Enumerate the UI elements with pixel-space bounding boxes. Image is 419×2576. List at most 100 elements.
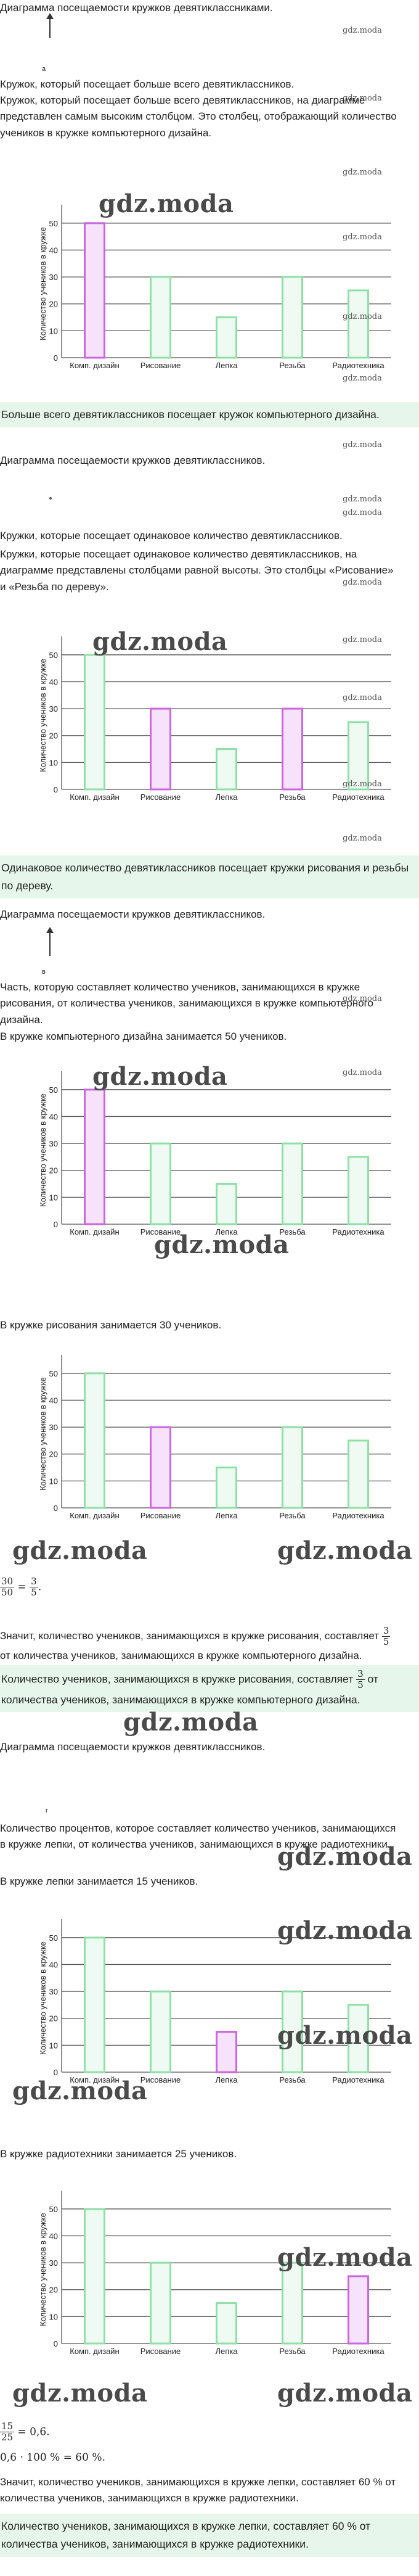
x-tick-label: Рисование (140, 1227, 181, 1237)
y-tick-label: 40 (49, 677, 58, 686)
y-tick-label: 10 (49, 1476, 58, 1486)
bar (84, 1372, 105, 1509)
axis-arrow-icon (46, 927, 54, 956)
x-tick-label: Лепка (215, 2075, 238, 2084)
y-tick-label: 0 (54, 353, 58, 363)
y-tick-label: 0 (54, 785, 58, 794)
watermark: gdz.moda (277, 1842, 413, 1871)
x-tick-label: Комп. дизайн (70, 2075, 119, 2084)
bar-chart: Количество учеников в кружке 0 10 20 30 40 50 К… (38, 2191, 391, 2356)
y-tick-label: 10 (49, 326, 58, 335)
bar (282, 2261, 303, 2345)
watermark: gdz.moda (343, 1068, 382, 1077)
x-tick-label: Резьба (279, 361, 306, 370)
y-tick-label: 50 (49, 1369, 58, 1378)
bar (150, 1142, 171, 1225)
bar (216, 316, 237, 359)
x-tick-label: Радиотехника (332, 1511, 384, 1520)
x-tick-label: Рисование (140, 2075, 181, 2084)
x-tick-label: Рисование (140, 792, 181, 802)
y-tick-label: 20 (49, 1450, 58, 1459)
y-tick-label: 0 (54, 2339, 58, 2348)
y-tick-label: 20 (49, 1166, 58, 1175)
bar-chart: Количество учеников в кружке 0 10 20 30 40 50 К… (38, 1071, 391, 1237)
bar (216, 748, 237, 791)
watermark: gdz.moda (123, 1708, 259, 1737)
x-tick-label: Резьба (279, 1511, 306, 1520)
watermark: gdz.moda (92, 627, 228, 656)
x-tick-label: Резьба (279, 2347, 306, 2356)
x-tick-label: Радиотехника (332, 792, 384, 802)
section-3-answer: Количество учеников, занимающихся в круж… (0, 1665, 419, 1713)
x-tick-label: Лепка (215, 792, 238, 802)
x-tick-label: Радиотехника (332, 361, 384, 370)
y-tick-label: 50 (49, 651, 58, 660)
item-marker: г (46, 1807, 49, 1814)
watermark: gdz.moda (343, 26, 382, 35)
bar-highlighted (282, 707, 303, 791)
section-4-question: Количество процентов, которое составляет… (0, 1822, 396, 1851)
section-3-line-2: В кружке рисования занимается 30 ученико… (0, 1319, 222, 1331)
watermark: gdz.moda (277, 2379, 413, 2408)
bullet-dot (49, 497, 52, 500)
watermark: gdz.moda (12, 2076, 148, 2105)
bar (216, 2302, 237, 2345)
y-tick-label: 20 (49, 731, 58, 741)
y-tick-label: 20 (49, 2286, 58, 2295)
y-tick-label: 30 (49, 2258, 58, 2268)
section-4-answer: Количество учеников, занимающихся в круж… (0, 2514, 419, 2557)
y-tick-label: 50 (49, 2205, 58, 2214)
bar (348, 1439, 369, 1509)
y-tick-label: 20 (49, 2014, 58, 2023)
y-tick-label: 30 (49, 1139, 58, 1148)
y-tick-label: 40 (49, 1960, 58, 1969)
y-tick-label: 10 (49, 2041, 58, 2050)
y-tick-label: 10 (49, 758, 58, 767)
section-2-answer: Одинаковое количество девятиклассников п… (0, 855, 419, 899)
x-tick-label: Комп. дизайн (70, 1511, 119, 1520)
watermark: gdz.moda (343, 94, 382, 103)
x-tick-label: Комп. дизайн (70, 2347, 119, 2356)
bar (348, 1156, 369, 1225)
x-tick-label: Лепка (215, 1511, 238, 1520)
bar-highlighted (150, 1426, 171, 1509)
bar (282, 1142, 303, 1225)
section-3-question: Часть, которую составляет количество уче… (0, 981, 373, 1026)
y-tick-label: 30 (49, 273, 58, 282)
y-tick-label: 40 (49, 2231, 58, 2241)
fraction: 15 25 (0, 2421, 15, 2443)
item-marker: a (42, 65, 46, 73)
y-tick-label: 30 (49, 704, 58, 714)
x-tick-label: Рисование (140, 361, 181, 370)
y-axis-label: Количество учеников в кружке (38, 2213, 47, 2326)
x-tick-label: Комп. дизайн (70, 1227, 119, 1237)
watermark: gdz.moda (343, 693, 382, 702)
section-4-line-1: В кружке лепки занимается 15 учеников. (0, 1875, 198, 1887)
watermark: gdz.moda (343, 495, 382, 504)
section-1-explanation: Кружок, который посещает больше всего де… (0, 94, 397, 139)
watermark: gdz.moda (99, 189, 234, 218)
bar (282, 276, 303, 359)
bar (348, 289, 369, 359)
section-3-line-1: В кружке компьютерного дизайна занимаетс… (0, 1031, 287, 1042)
watermark: gdz.moda (343, 374, 382, 383)
watermark: gdz.moda (277, 1536, 413, 1565)
fraction-calculation: 15 25 = 0,6. (0, 2421, 50, 2443)
bar (282, 1990, 303, 2073)
bar (216, 1467, 237, 1509)
watermark: gdz.moda (92, 1062, 228, 1091)
watermark: gdz.moda (12, 2379, 148, 2408)
y-tick-label: 0 (54, 1504, 58, 1513)
bar-chart: Количество учеников в кружке 0 10 20 30 40 50 К… (38, 636, 391, 802)
bar (348, 2004, 369, 2073)
bar (84, 654, 105, 791)
y-axis-label: Количество учеников в кружке (38, 1093, 47, 1207)
bar-chart: Количество учеников в кружке 0 10 20 30 40 50 К… (38, 205, 391, 370)
watermark: gdz.moda (277, 2021, 413, 2050)
watermark: gdz.moda (343, 834, 382, 843)
y-tick-label: 40 (49, 1112, 58, 1121)
y-tick-label: 0 (54, 1220, 58, 1229)
